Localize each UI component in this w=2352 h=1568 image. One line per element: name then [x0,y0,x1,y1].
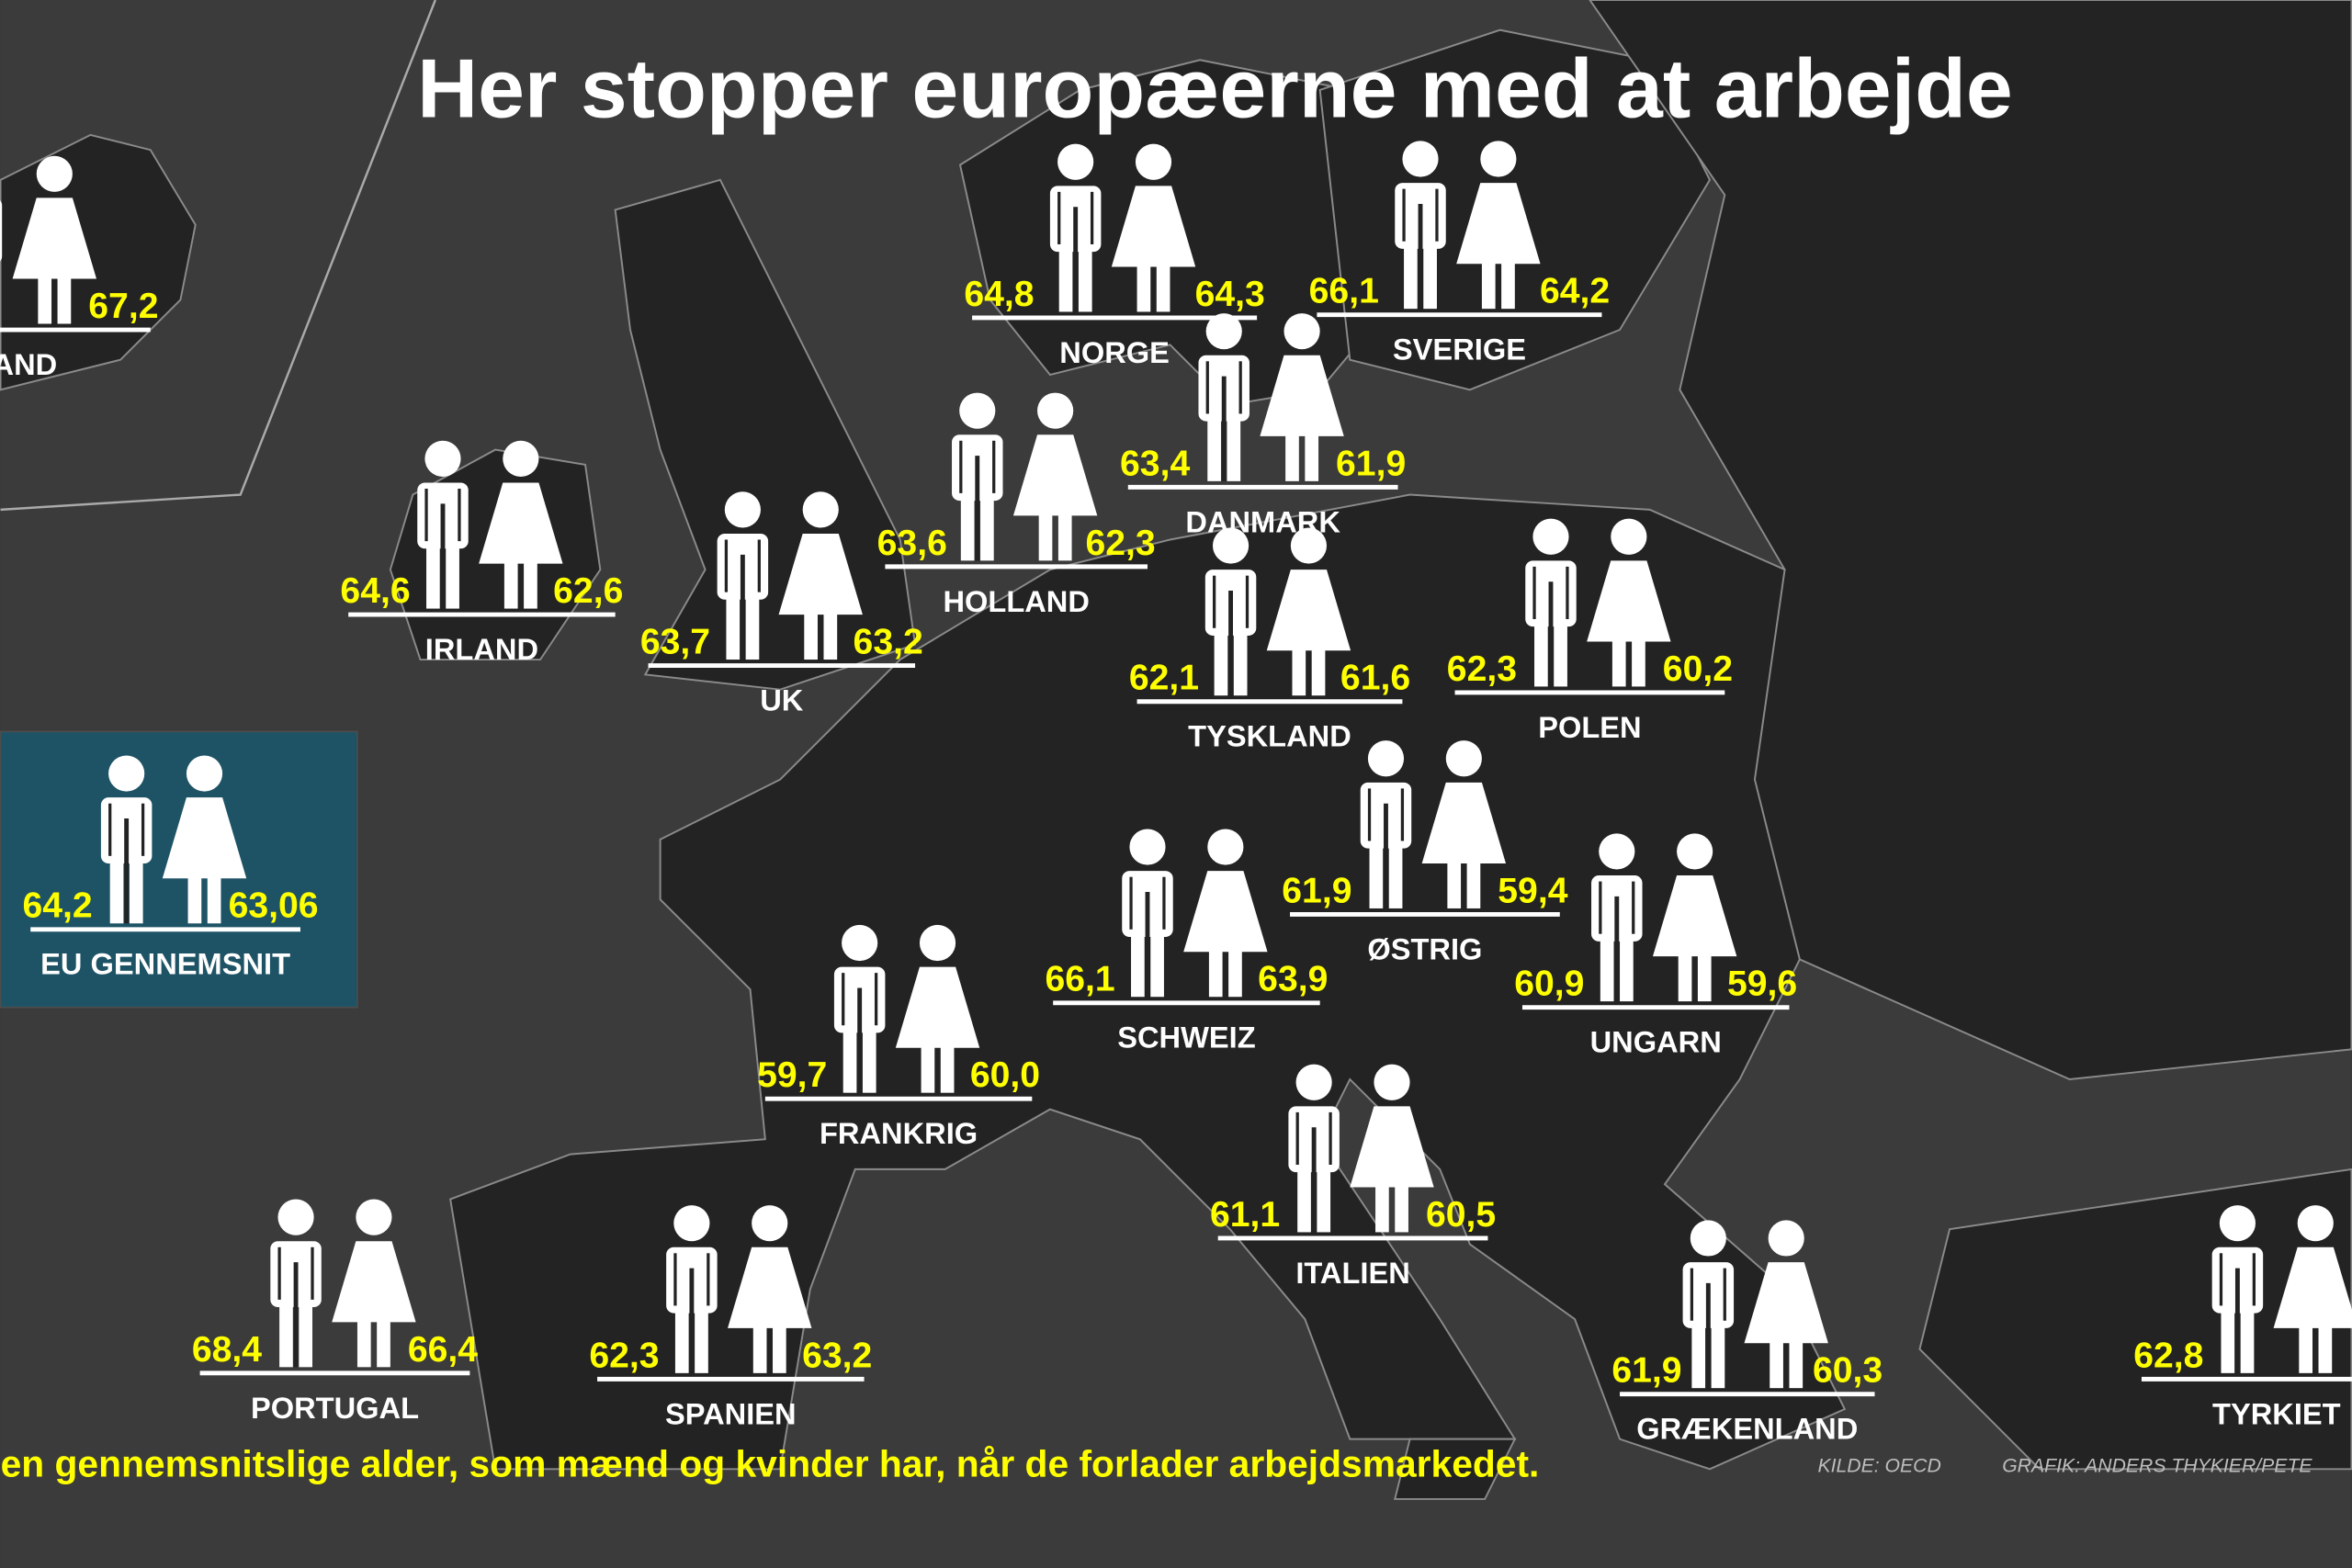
men-age: 68,4 [192,1330,262,1370]
men-age: 62,3 [589,1336,659,1375]
men-age: 62,1 [1129,659,1199,698]
men-age: 62,3 [1447,649,1517,689]
country-label: LAND [0,347,57,381]
men-age: 63,6 [877,524,947,563]
country-label: POLEN [1538,710,1641,744]
women-age: 63,2 [854,623,923,662]
men-age: 60,9 [1514,964,1584,1004]
men-age: 61,9 [1282,871,1351,910]
source: KILDE: OECD [1817,1456,1940,1477]
credit: GRAFIK: ANDERS THYKIER/PETE [2002,1456,2312,1477]
men-age: 66,1 [1045,960,1114,999]
men-age: 61,1 [1210,1195,1280,1235]
men-age: 59,7 [757,1055,827,1095]
men-age: 64,2 [22,886,92,926]
men-age: 62,8 [2133,1336,2203,1375]
country-label: UNGARN [1590,1025,1722,1059]
country-label: SCHWEIZ [1117,1021,1255,1055]
women-age: 63,06 [229,886,319,926]
country-label: HOLLAND [943,584,1089,618]
women-age: 60,2 [1663,649,1733,689]
women-age: 64,2 [1540,272,1610,311]
country-label: GRÆKENLAND [1636,1412,1858,1446]
women-age: 60,3 [1813,1351,1883,1391]
caption: en gennemsnitslige alder, som mænd og kv… [1,1442,1540,1484]
women-age: 63,9 [1258,960,1328,999]
men-age: 63,7 [640,623,710,662]
country-label: FRANKRIG [820,1116,978,1150]
country-label: SPANIEN [665,1396,797,1430]
country-label: IRLAND [425,632,538,666]
women-age: 62,3 [1086,524,1156,563]
country-label: ØSTRIG [1367,931,1482,965]
men-age: 63,4 [1120,444,1190,483]
men-age: 66,1 [1309,272,1379,311]
men-age: 64,6 [340,571,410,611]
country-label: UK [760,683,804,717]
country-label: TYRKIET [2212,1396,2341,1430]
women-age: 60,0 [970,1055,1040,1095]
title: Her stopper europæerne med at arbejde [417,41,2013,135]
women-age: 66,4 [408,1330,478,1370]
inset-border [0,0,436,512]
women-age: 63,2 [802,1336,872,1375]
men-age: 64,8 [964,275,1034,314]
women-age: 59,6 [1727,964,1797,1004]
women-age: 60,5 [1426,1195,1496,1235]
women-age: 64,3 [1195,275,1265,314]
country-label: ITALIEN [1295,1256,1409,1290]
country-label: SVERIGE [1393,333,1526,367]
women-age: 61,9 [1336,444,1406,483]
women-age: 61,6 [1340,659,1410,698]
country-label: EU GENNEMSNIT [40,947,290,981]
men-age: 61,9 [1611,1351,1681,1391]
country-label: TYSKLAND [1188,719,1351,753]
women-age: 67,2 [88,287,158,326]
country-label: PORTUGAL [251,1391,419,1425]
land [0,0,2352,1500]
women-age: 62,6 [553,571,623,611]
women-age: 59,4 [1498,871,1567,910]
country-label: NORGE [1059,335,1170,369]
